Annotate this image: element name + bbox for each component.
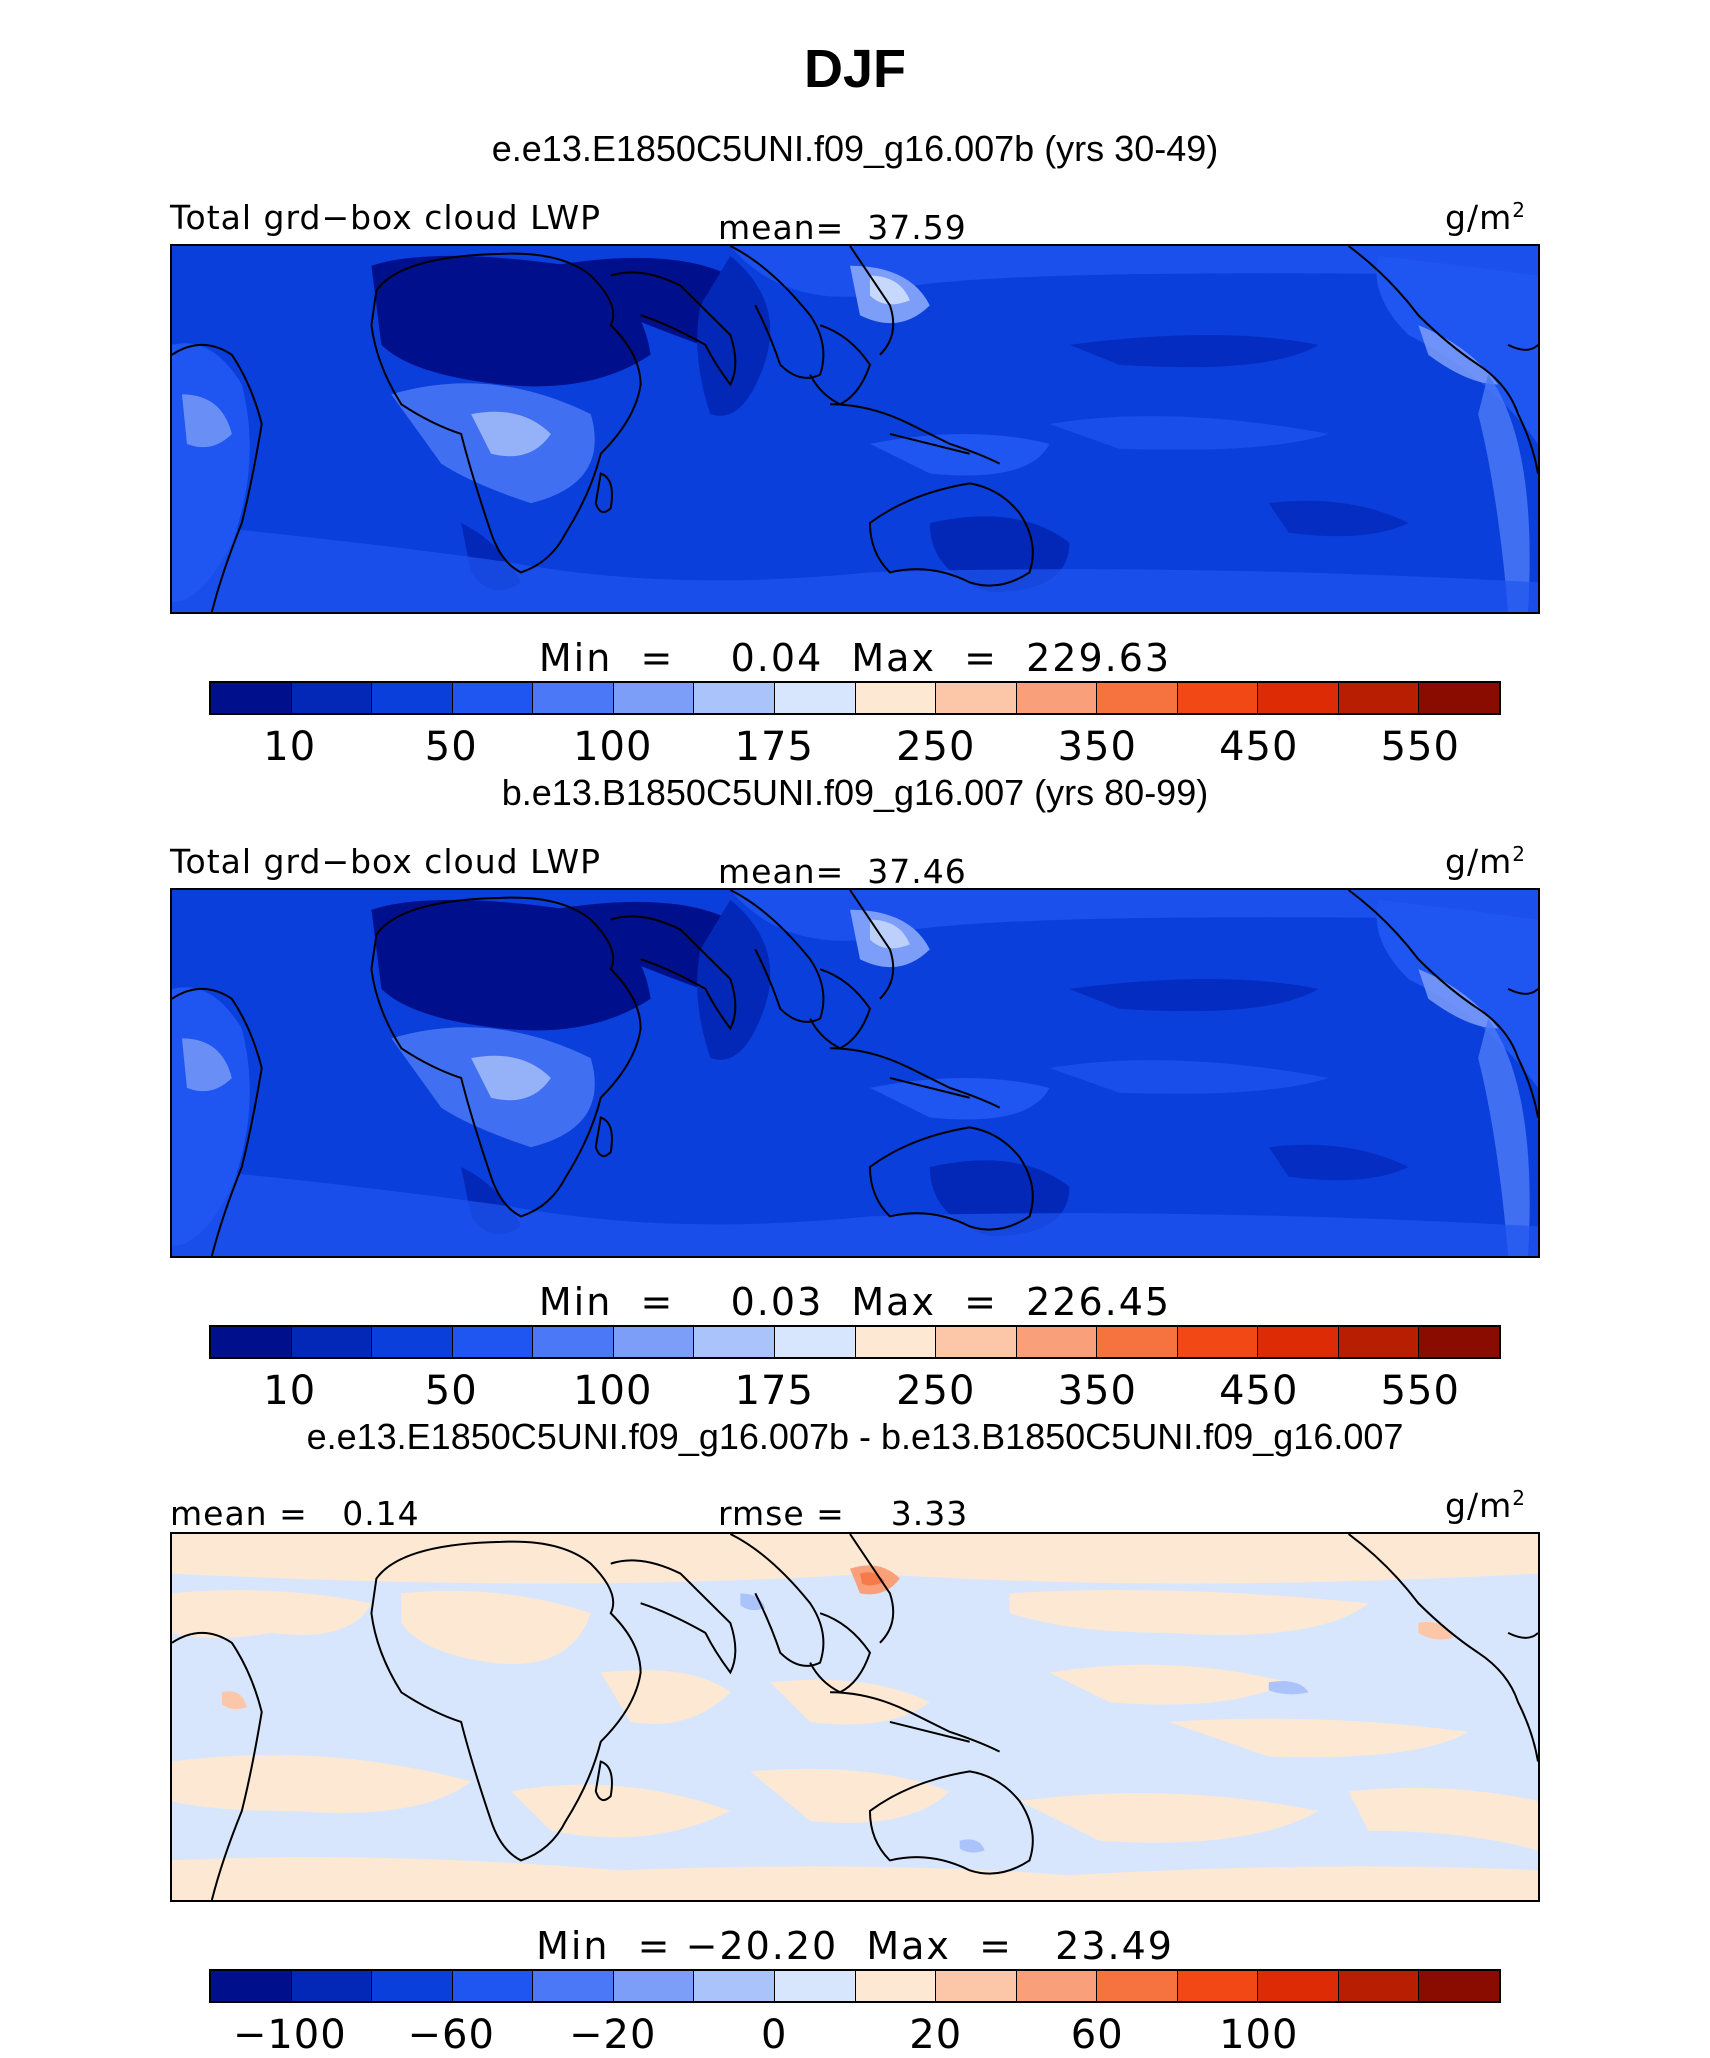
panel-3-mean-label: mean = 0.14 <box>170 1494 420 1533</box>
colorbar-swatch <box>291 1971 373 2001</box>
panel-2-colorbar <box>209 1325 1501 1359</box>
colorbar-tick-label: 550 <box>1380 724 1460 770</box>
colorbar-swatch <box>694 1971 775 2001</box>
colorbar-tick-label: 175 <box>734 1368 814 1414</box>
colorbar-swatch <box>1097 1327 1178 1357</box>
panel-2-case-title: b.e13.B1850C5UNI.f09_g16.007 (yrs 80-99) <box>501 772 1209 813</box>
colorbar-swatch <box>452 683 534 713</box>
panel-2-map <box>170 888 1540 1258</box>
colorbar-swatch <box>372 1971 453 2001</box>
panel-1-case-title: e.e13.E1850C5UNI.f09_g16.007b (yrs 30-49… <box>491 128 1219 169</box>
panel-2-mean-label: mean= 37.46 <box>718 852 967 891</box>
colorbar-swatch <box>211 1971 292 2001</box>
colorbar-swatch <box>1338 1327 1420 1357</box>
colorbar-swatch <box>211 1327 292 1357</box>
colorbar-swatch <box>613 683 695 713</box>
colorbar-tick-label: 350 <box>1057 1368 1137 1414</box>
panel-2-map-svg <box>172 890 1538 1256</box>
colorbar-swatch <box>291 1327 373 1357</box>
colorbar-swatch <box>452 1327 534 1357</box>
colorbar-swatch <box>533 1971 614 2001</box>
colorbar-swatch <box>1419 683 1499 713</box>
colorbar-swatch <box>1177 1327 1259 1357</box>
panel-1-units-label: g/m2 <box>1445 198 1526 237</box>
colorbar-tick-label: 450 <box>1219 1368 1299 1414</box>
colorbar-swatch <box>1177 683 1259 713</box>
colorbar-swatch <box>372 683 453 713</box>
colorbar-tick-label: 350 <box>1057 724 1137 770</box>
colorbar-tick-label: −20 <box>569 2012 657 2058</box>
panel-1-map-svg <box>172 246 1538 612</box>
colorbar-swatch <box>1016 1327 1098 1357</box>
colorbar-swatch <box>372 1327 453 1357</box>
colorbar-swatch <box>936 1327 1017 1357</box>
colorbar-swatch <box>1419 1971 1499 2001</box>
colorbar-swatch <box>1097 1971 1178 2001</box>
colorbar-swatch <box>1338 1971 1420 2001</box>
panel-2-units-label: g/m2 <box>1445 842 1526 881</box>
colorbar-swatch <box>1258 1971 1339 2001</box>
colorbar-tick-label: 550 <box>1380 1368 1460 1414</box>
colorbar-swatch <box>855 683 937 713</box>
colorbar-swatch <box>291 683 373 713</box>
colorbar-swatch <box>211 683 292 713</box>
colorbar-tick-label: 250 <box>896 724 976 770</box>
colorbar-swatch <box>1177 1971 1259 2001</box>
panel-1-colorbar <box>209 681 1501 715</box>
colorbar-tick-label: 100 <box>573 724 653 770</box>
panel-2-variable-label: Total grd−box cloud LWP <box>170 842 601 881</box>
panel-1-variable-label: Total grd−box cloud LWP <box>170 198 601 237</box>
panel-3-rmse-label: rmse = 3.33 <box>718 1494 969 1533</box>
colorbar-swatch <box>533 683 614 713</box>
colorbar-tick-label: 50 <box>424 724 478 770</box>
colorbar-tick-label: 20 <box>909 2012 963 2058</box>
colorbar-swatch <box>1016 683 1098 713</box>
colorbar-swatch <box>533 1327 614 1357</box>
panel-3-min-max: Min = −20.20 Max = 23.49 <box>536 1924 1174 1968</box>
colorbar-swatch <box>1097 683 1178 713</box>
colorbar-tick-label: 50 <box>424 1368 478 1414</box>
panel-3-map <box>170 1532 1540 1902</box>
colorbar-tick-label: −60 <box>407 2012 495 2058</box>
panel-3-colorbar <box>209 1969 1501 2003</box>
colorbar-swatch <box>774 683 856 713</box>
panel-2-min-max: Min = 0.03 Max = 226.45 <box>538 1280 1172 1324</box>
colorbar-swatch <box>855 1327 937 1357</box>
colorbar-swatch <box>452 1971 534 2001</box>
colorbar-swatch <box>774 1327 856 1357</box>
colorbar-tick-label: −100 <box>232 2012 347 2058</box>
colorbar-swatch <box>694 683 775 713</box>
panel-3-map-svg <box>172 1534 1538 1900</box>
panel-3-units-label: g/m2 <box>1445 1486 1526 1525</box>
colorbar-swatch <box>855 1971 937 2001</box>
panel-3-case-title: e.e13.E1850C5UNI.f09_g16.007b - b.e13.B1… <box>306 1416 1404 1457</box>
colorbar-tick-label: 0 <box>761 2012 788 2058</box>
panel-1-map <box>170 244 1540 614</box>
colorbar-swatch <box>1258 1327 1339 1357</box>
colorbar-swatch <box>613 1327 695 1357</box>
colorbar-tick-label: 10 <box>263 1368 317 1414</box>
panel-1-mean-label: mean= 37.59 <box>718 208 967 247</box>
colorbar-tick-label: 250 <box>896 1368 976 1414</box>
colorbar-tick-label: 450 <box>1219 724 1299 770</box>
colorbar-tick-label: 175 <box>734 724 814 770</box>
colorbar-swatch <box>936 1971 1017 2001</box>
colorbar-swatch <box>694 1327 775 1357</box>
colorbar-swatch <box>936 683 1017 713</box>
colorbar-swatch <box>774 1971 856 2001</box>
colorbar-swatch <box>1338 683 1420 713</box>
colorbar-tick-label: 100 <box>573 1368 653 1414</box>
colorbar-swatch <box>1016 1971 1098 2001</box>
colorbar-tick-label: 60 <box>1070 2012 1124 2058</box>
colorbar-swatch <box>1258 683 1339 713</box>
colorbar-swatch <box>1419 1327 1499 1357</box>
panel-1-min-max: Min = 0.04 Max = 229.63 <box>538 636 1172 680</box>
colorbar-swatch <box>613 1971 695 2001</box>
colorbar-tick-label: 10 <box>263 724 317 770</box>
colorbar-tick-label: 100 <box>1219 2012 1299 2058</box>
figure-title: DJF <box>803 39 906 99</box>
